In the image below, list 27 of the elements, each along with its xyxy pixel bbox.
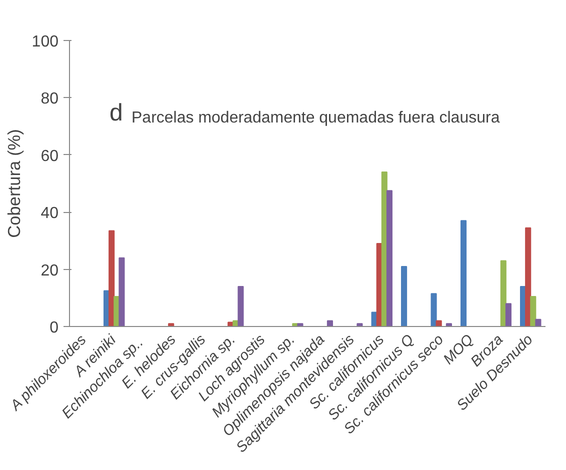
y-axis-title: Cobertura (%) [4, 129, 24, 238]
bar [535, 318, 542, 326]
bar [446, 323, 452, 326]
bar [297, 323, 304, 326]
bar [356, 323, 363, 326]
bar [108, 230, 115, 326]
bar [525, 227, 532, 326]
bar [401, 266, 408, 326]
bar [430, 293, 437, 326]
y-tick-label: 0 [50, 320, 59, 336]
y-tick-label: 40 [40, 205, 59, 222]
y-tick-label: 100 [32, 34, 59, 50]
y-tick-label: 60 [40, 148, 59, 165]
bar [238, 286, 244, 326]
bar [436, 320, 442, 326]
bar [530, 296, 536, 326]
y-tick-label: 80 [40, 90, 59, 108]
annotation: Parcelas moderadamente quemadas fuera clausura [132, 110, 500, 126]
bar [386, 190, 392, 326]
bar [505, 303, 512, 326]
y-tick-label: 20 [40, 262, 59, 280]
bar [326, 320, 333, 326]
bar [118, 257, 125, 326]
bar [500, 260, 506, 326]
bar [168, 323, 174, 326]
bar [460, 220, 467, 326]
annotation: d [110, 100, 123, 126]
